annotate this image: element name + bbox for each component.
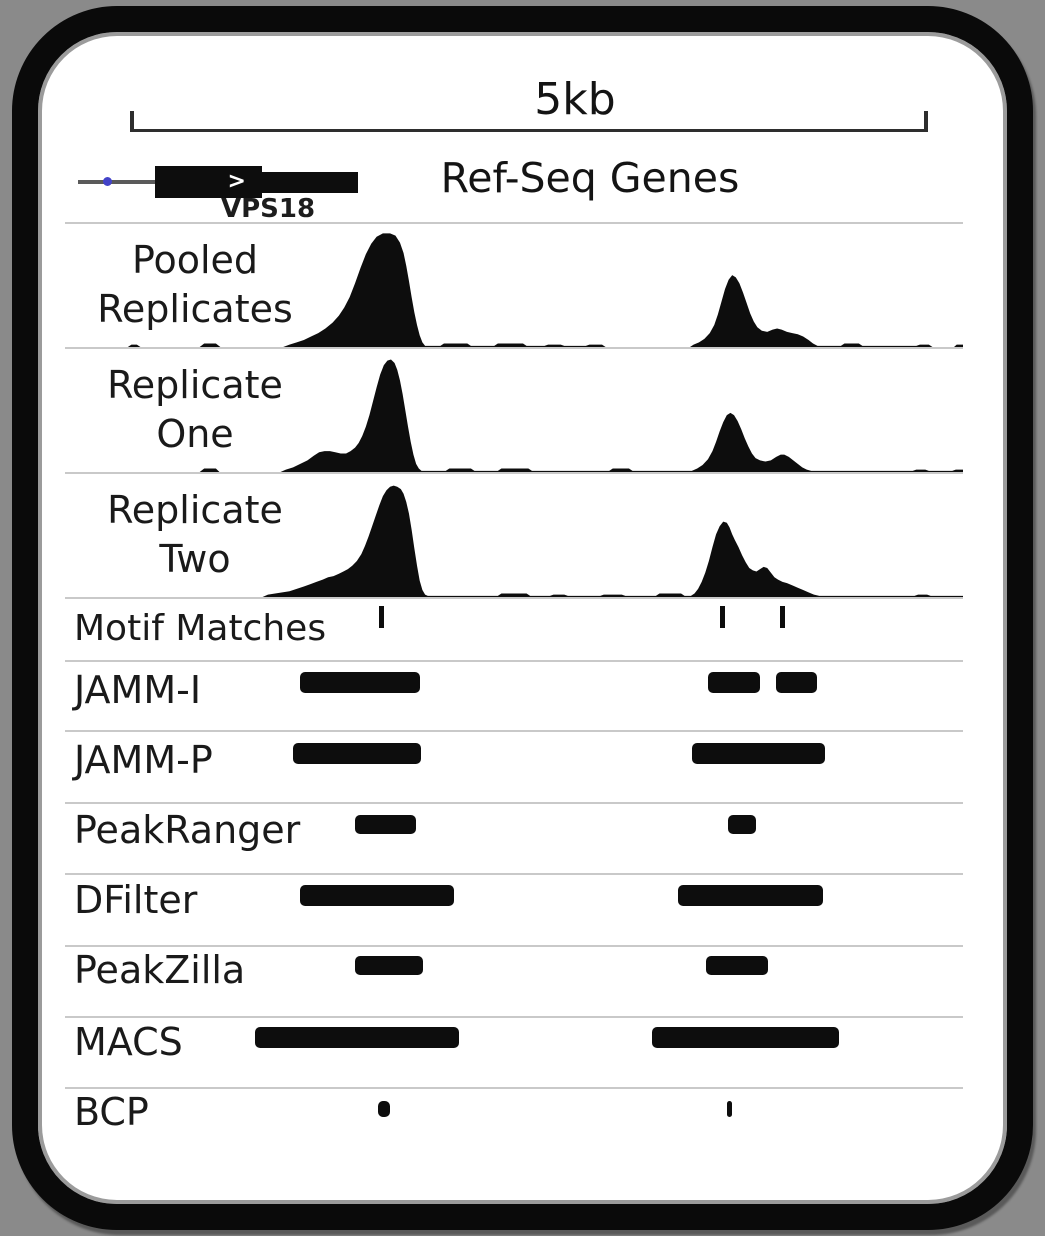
scale-bar-left-tick [129, 111, 134, 132]
track-label-replicate-two: Replicate Two [70, 486, 320, 584]
scale-bar-right-tick [923, 111, 928, 132]
track-label-line: Replicate [107, 363, 283, 407]
track-label-line: Two [159, 537, 231, 581]
track-separator [65, 597, 963, 599]
peak-call-bar [707, 672, 761, 693]
track-label-peakranger: PeakRanger [74, 808, 301, 852]
scale-bar-line [129, 129, 928, 132]
peak-call-bar [776, 672, 817, 693]
track-separator [65, 347, 963, 349]
gene-exon-thick [154, 166, 262, 198]
peak-call-bar [706, 956, 769, 975]
gene-track-title: Ref-Seq Genes [440, 154, 740, 202]
motif-match-tick [779, 606, 785, 628]
track-separator [65, 802, 963, 804]
peak-call-bar [678, 885, 823, 906]
track-label-bcp: BCP [74, 1090, 149, 1134]
track-label-jamm-p: JAMM-P [74, 738, 213, 782]
peak-call-bar [378, 1101, 391, 1117]
peak-call-bar [355, 956, 424, 975]
track-label-jamm-i: JAMM-I [74, 668, 202, 712]
track-label-pooled-replicates: Pooled Replicates [70, 236, 320, 334]
peak-call-bar [300, 672, 420, 693]
track-separator [65, 730, 963, 732]
peak-call-bar [255, 1027, 460, 1048]
track-label-replicate-one: Replicate One [70, 361, 320, 459]
peak-call-bar [293, 743, 421, 764]
track-label-dfilter: DFilter [74, 878, 198, 922]
track-separator [65, 945, 963, 947]
peak-call-bar [726, 1101, 733, 1117]
track-separator [65, 472, 963, 474]
gene-exon-thin [261, 172, 358, 193]
track-label-line: Replicates [97, 287, 293, 331]
coverage-signal-replicate-one [65, 359, 963, 472]
track-separator [65, 660, 963, 662]
peak-call-bar [355, 815, 417, 834]
track-label-line: One [156, 412, 234, 456]
peak-call-bar [652, 1027, 840, 1048]
track-separator [65, 873, 963, 875]
motif-match-tick [720, 606, 726, 628]
gene-name-label: VPS18 [220, 194, 316, 224]
panel-frame [12, 6, 1033, 1230]
track-label-line: Replicate [107, 488, 283, 532]
strand-arrow-icon: > [227, 169, 246, 194]
track-label-line: Pooled [131, 238, 259, 282]
track-separator [65, 1087, 963, 1089]
scale-label: 5kb [534, 74, 616, 125]
track-label-peakzilla: PeakZilla [74, 948, 246, 992]
track-separator [65, 222, 963, 224]
peak-call-bar [691, 743, 825, 764]
peak-call-bar [727, 815, 756, 834]
coverage-signal-pooled-replicates [65, 233, 963, 347]
track-label-motif-matches: Motif Matches [74, 608, 327, 649]
gene-utr-dot [103, 177, 113, 186]
motif-match-tick [379, 606, 385, 628]
track-label-macs: MACS [74, 1020, 183, 1064]
coverage-signal-replicate-two [65, 485, 963, 597]
track-separator [65, 1016, 963, 1018]
peak-call-bar [300, 885, 454, 906]
